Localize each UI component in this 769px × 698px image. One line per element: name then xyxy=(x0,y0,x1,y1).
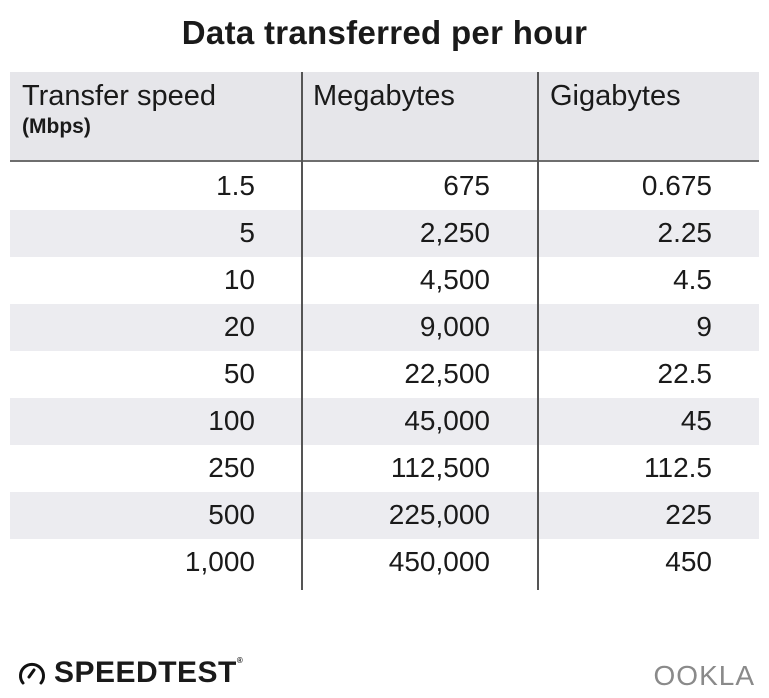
table-row: 50 22,500 22.5 xyxy=(10,351,759,398)
table-row: 250 112,500 112.5 xyxy=(10,445,759,492)
cell-gigabytes: 225 xyxy=(665,499,712,530)
cell-transfer-speed: 1.5 xyxy=(216,170,255,201)
cell-gigabytes: 22.5 xyxy=(657,358,713,389)
chart-title: Data transferred per hour xyxy=(181,14,588,51)
cell-transfer-speed: 500 xyxy=(208,499,255,530)
column-divider xyxy=(537,72,539,590)
table-row: 5 2,250 2.25 xyxy=(10,210,759,257)
cell-gigabytes: 9 xyxy=(696,311,712,342)
column-header-label: Transfer speed xyxy=(22,80,216,112)
registered-mark: ® xyxy=(236,656,244,665)
table-row: 1.5 675 0.675 xyxy=(10,163,759,210)
cell-transfer-speed: 5 xyxy=(239,217,255,248)
cell-gigabytes: 2.25 xyxy=(657,217,713,248)
cell-gigabytes: 112.5 xyxy=(644,452,712,483)
ookla-logo: OOKLA xyxy=(653,660,755,691)
cell-gigabytes: 450 xyxy=(665,546,712,577)
cell-megabytes: 22,500 xyxy=(404,358,490,389)
column-header-transfer-speed: Transfer speed (Mbps) xyxy=(22,80,216,139)
speedometer-icon xyxy=(19,662,45,685)
table-row: 100 45,000 45 xyxy=(10,398,759,445)
cell-transfer-speed: 50 xyxy=(223,358,255,389)
table-row: 1,000 450,000 450 xyxy=(10,539,759,586)
brand-name: SPEEDTEST xyxy=(54,656,237,689)
cell-megabytes: 450,000 xyxy=(388,546,490,577)
cell-megabytes: 225,000 xyxy=(388,499,490,530)
table-header: Transfer speed (Mbps) Megabytes Gigabyte… xyxy=(10,72,759,162)
data-table: Transfer speed (Mbps) Megabytes Gigabyte… xyxy=(10,72,759,586)
cell-megabytes: 4,500 xyxy=(419,264,490,295)
speedtest-wordmark: SPEEDTEST® xyxy=(54,656,243,690)
cell-transfer-speed: 100 xyxy=(208,405,255,436)
table-row: 500 225,000 225 xyxy=(10,492,759,539)
table-row: 20 9,000 9 xyxy=(10,304,759,351)
cell-transfer-speed: 10 xyxy=(223,264,255,295)
cell-megabytes: 2,250 xyxy=(419,217,490,248)
speedtest-logo: SPEEDTEST® xyxy=(18,656,243,690)
column-header-gigabytes: Gigabytes xyxy=(550,80,681,112)
cell-megabytes: 112,500 xyxy=(390,452,490,483)
column-divider xyxy=(301,72,303,590)
column-header-megabytes: Megabytes xyxy=(313,80,455,112)
cell-gigabytes: 45 xyxy=(680,405,712,436)
cell-gigabytes: 0.675 xyxy=(641,170,712,201)
cell-megabytes: 9,000 xyxy=(419,311,490,342)
cell-transfer-speed: 1,000 xyxy=(184,546,255,577)
table-row: 10 4,500 4.5 xyxy=(10,257,759,304)
cell-transfer-speed: 250 xyxy=(208,452,255,483)
cell-megabytes: 675 xyxy=(443,170,490,201)
cell-gigabytes: 4.5 xyxy=(673,264,712,295)
cell-transfer-speed: 20 xyxy=(223,311,255,342)
column-header-unit: (Mbps) xyxy=(22,115,91,138)
cell-megabytes: 45,000 xyxy=(404,405,490,436)
